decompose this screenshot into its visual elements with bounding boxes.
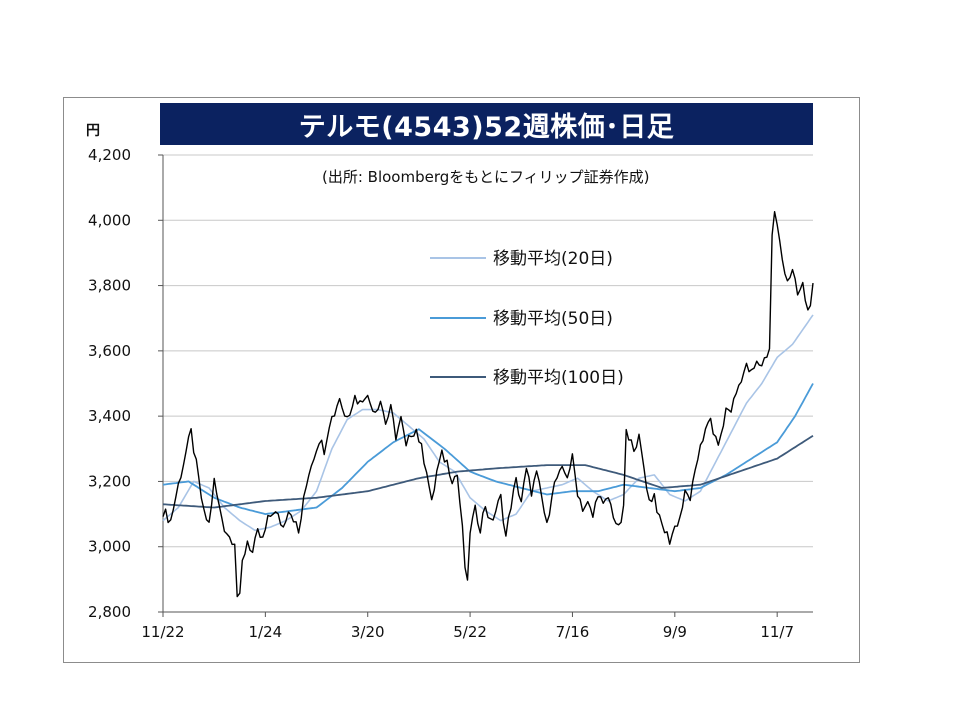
ma100-line bbox=[162, 434, 814, 509]
y-tick-labels: 2,800 3,000 3,200 3,400 3,600 3,800 4,000 4,200 bbox=[88, 146, 131, 621]
x-tick-label: 7/16 bbox=[556, 623, 590, 641]
axes bbox=[158, 154, 813, 617]
y-tick-label: 3,000 bbox=[88, 538, 131, 556]
gridlines bbox=[163, 154, 813, 548]
y-tick-label: 3,200 bbox=[88, 472, 131, 490]
y-tick-label: 3,400 bbox=[88, 407, 131, 425]
y-axis-unit: 円 bbox=[86, 123, 100, 139]
chart-title: テルモ(4543)52週株価･日足 bbox=[160, 103, 813, 145]
chart-panel bbox=[63, 97, 860, 663]
y-tick-label: 3,600 bbox=[88, 342, 131, 360]
x-tick-label: 11/7 bbox=[760, 623, 794, 641]
x-tick-labels: 11/22 1/24 3/20 5/22 7/16 9/9 11/7 bbox=[141, 623, 794, 641]
source-note: (出所: Bloombergをもとにフィリップ証券作成) bbox=[322, 168, 650, 186]
legend: 移動平均(20日) 移動平均(50日) 移動平均(100日) bbox=[430, 249, 624, 388]
y-tick-label: 2,800 bbox=[88, 603, 131, 621]
ma20-line bbox=[162, 314, 814, 532]
legend-label: 移動平均(20日) bbox=[493, 249, 613, 269]
x-tick-label: 5/22 bbox=[453, 623, 487, 641]
legend-label: 移動平均(50日) bbox=[493, 309, 613, 329]
x-tick-label: 11/22 bbox=[141, 623, 184, 641]
legend-label: 移動平均(100日) bbox=[493, 368, 624, 388]
ma50-line bbox=[162, 383, 814, 515]
y-tick-label: 4,000 bbox=[88, 211, 131, 229]
price-line bbox=[162, 211, 814, 598]
x-tick-label: 3/20 bbox=[351, 623, 385, 641]
x-tick-label: 1/24 bbox=[249, 623, 283, 641]
y-tick-label: 4,200 bbox=[88, 146, 131, 164]
x-tick-label: 9/9 bbox=[663, 623, 687, 641]
y-tick-label: 3,800 bbox=[88, 277, 131, 295]
series-lines bbox=[162, 211, 814, 598]
